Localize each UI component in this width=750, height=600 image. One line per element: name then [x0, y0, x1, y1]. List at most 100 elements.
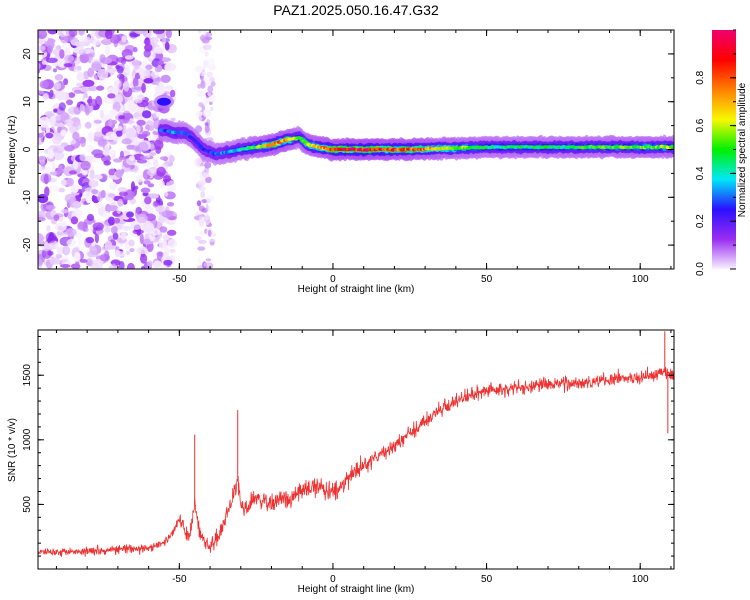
colorbar-tick-label: 0.8 [695, 70, 706, 84]
heatmap-cell [38, 136, 44, 145]
heatmap-cell [119, 150, 124, 158]
heatmap-cell [66, 99, 73, 106]
heatmap-cell [62, 245, 71, 256]
heatmap-cell [64, 54, 75, 63]
y-tick-label: 20 [22, 48, 33, 60]
heatmap-cell [142, 221, 154, 233]
heatmap-cell [74, 56, 81, 65]
heatmap-cell [210, 93, 216, 103]
heatmap-cell [109, 109, 118, 117]
heatmap-cell [107, 93, 116, 99]
heatmap-cell [149, 152, 157, 156]
heatmap-cell [197, 90, 205, 97]
heatmap-cell [63, 144, 75, 152]
snr-y-axis-label: SNR (10 * v/v) [7, 418, 18, 482]
heatmap-cell [194, 65, 204, 73]
heatmap-cell [142, 162, 153, 167]
heatmap-cell [154, 66, 162, 73]
heatmap-cell [53, 68, 57, 73]
heatmap-cell [64, 193, 76, 203]
heatmap-cell [82, 79, 95, 87]
heatmap-cell [119, 191, 128, 197]
snr-plot-area [38, 330, 674, 569]
heatmap-cell [113, 79, 122, 89]
heatmap-cell [202, 172, 210, 178]
spectrogram-panel: -50 0 50 100 -20 -10 0 10 20 Height of straight … [7, 29, 675, 295]
heatmap-cell [97, 68, 109, 80]
heatmap-cell [86, 258, 93, 267]
heatmap-cell [52, 135, 62, 145]
heatmap-cell [38, 148, 43, 155]
heatmap-cell [202, 109, 212, 118]
heatmap-cell [87, 131, 95, 142]
heatmap-cell [38, 132, 44, 139]
heatmap-cell [70, 216, 79, 225]
heatmap-cell [169, 89, 176, 98]
heatmap-cell [167, 229, 177, 236]
heatmap-cell [168, 154, 175, 164]
heatmap-cell [199, 215, 204, 223]
heatmap-cell [41, 60, 48, 65]
heatmap-cell [100, 39, 113, 45]
heatmap-cell [39, 159, 46, 166]
heatmap-cell [136, 213, 148, 224]
heatmap-cell [91, 38, 102, 46]
heatmap-cell [81, 169, 88, 176]
heatmap-cell [166, 180, 177, 191]
heatmap-cell [121, 138, 132, 145]
colorbar-tick-label: 0.2 [695, 214, 706, 228]
heatmap-cell [159, 226, 168, 233]
heatmap-cell [85, 236, 94, 244]
heatmap-cell [109, 149, 117, 156]
heatmap-cell [197, 239, 207, 244]
heatmap-cell [45, 204, 56, 210]
snr-x-axis-label: Height of straight line (km) [298, 584, 415, 595]
heatmap-cell [38, 216, 46, 222]
snr-panel: -50 0 50 100 500 1000 1500 Height of straight … [7, 329, 675, 595]
heatmap-cell [134, 97, 143, 104]
heatmap-cell [110, 226, 118, 234]
heatmap-cell [200, 80, 206, 89]
heatmap-cell [142, 60, 148, 65]
heatmap-cell [166, 202, 175, 207]
heatmap-cell [195, 111, 203, 117]
heatmap-cell [203, 261, 212, 268]
heatmap-cell [126, 211, 134, 218]
heatmap-cell [152, 260, 163, 269]
heatmap-cell [152, 30, 165, 35]
heatmap-cell [80, 160, 91, 171]
heatmap-cell [75, 259, 80, 269]
spectrogram-x-axis-label: Height of straight line (km) [298, 284, 415, 295]
heatmap-cell [671, 145, 674, 149]
heatmap-cell [86, 145, 94, 153]
heatmap-cell [200, 191, 206, 199]
heatmap-cell [132, 77, 139, 88]
heatmap-cell [109, 181, 117, 191]
heatmap-cell [209, 238, 216, 243]
heatmap-cell [145, 64, 153, 70]
heatmap-cell [45, 132, 54, 139]
heatmap-cell [72, 160, 79, 170]
heatmap-cell [155, 205, 166, 213]
heatmap-cell [49, 115, 56, 127]
heatmap-cell [101, 154, 111, 163]
heatmap-cell [209, 101, 213, 106]
heatmap-cell [141, 82, 146, 94]
heatmap-cell [76, 82, 85, 87]
heatmap-cell [102, 211, 111, 219]
heatmap-cell [93, 174, 103, 180]
heatmap-cell [136, 228, 142, 236]
heatmap-cell [51, 161, 56, 173]
heatmap-cell [153, 48, 165, 54]
heatmap-cell [124, 55, 134, 60]
heatmap-cell [139, 155, 148, 160]
heatmap-cell [165, 85, 174, 90]
heatmap-cell [77, 239, 82, 246]
heatmap-cell [108, 168, 116, 176]
heatmap-cell [111, 154, 116, 160]
heatmap-cell [63, 63, 73, 68]
heatmap-cell [163, 191, 169, 197]
heatmap-cell [42, 93, 49, 100]
heatmap-cell [99, 109, 104, 119]
heatmap-cell [122, 110, 131, 118]
